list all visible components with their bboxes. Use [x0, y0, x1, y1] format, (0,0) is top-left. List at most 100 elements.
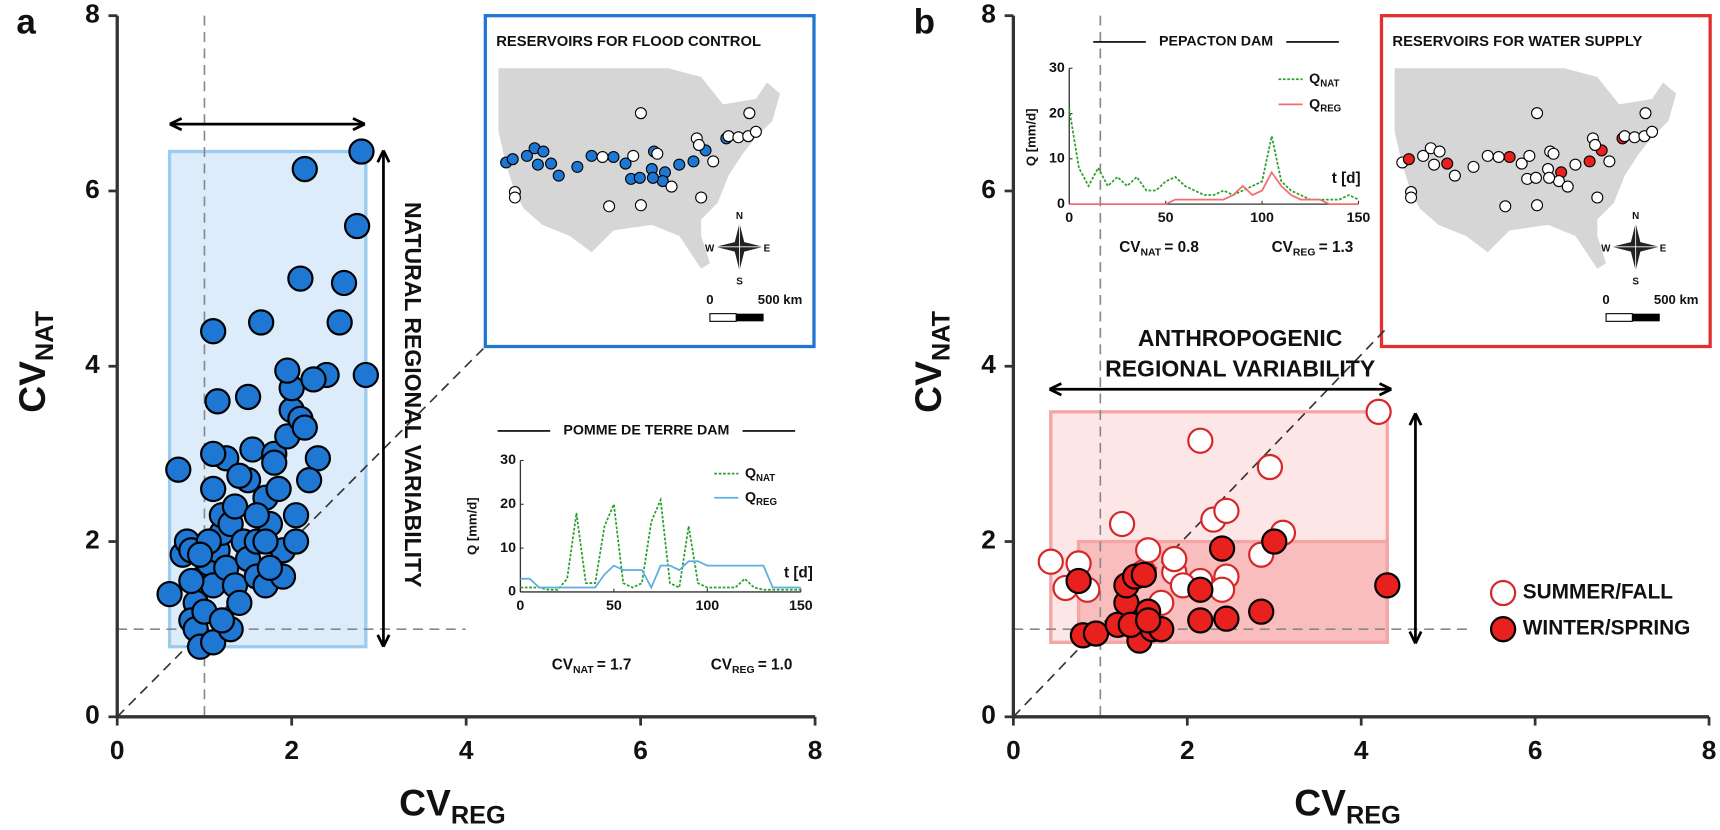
- annotation-suffix: = 1.3: [1319, 239, 1354, 256]
- point: [243, 502, 270, 529]
- station: [1639, 107, 1652, 120]
- legend-marker: [1489, 616, 1517, 643]
- arrow-head: [1378, 382, 1392, 397]
- point: [1187, 427, 1214, 454]
- station: [552, 169, 565, 182]
- annotation-suffix: = 1.7: [597, 656, 632, 673]
- legend-label-main: Q: [745, 465, 756, 481]
- station: [1547, 147, 1560, 160]
- annotation: NATURAL REGIONAL VARIABILITY: [400, 202, 426, 587]
- point: [1213, 605, 1240, 632]
- station: [1515, 157, 1528, 170]
- point: [1135, 537, 1162, 564]
- x-tick-label: 150: [1347, 210, 1371, 226]
- arrow-head: [352, 117, 366, 132]
- series-line: [1068, 108, 1359, 201]
- legend-label: QNAT: [1309, 71, 1339, 89]
- station: [749, 125, 762, 138]
- station: [1603, 155, 1616, 168]
- arrow-head: [1408, 412, 1423, 426]
- station: [571, 160, 584, 173]
- y-tick-label: 30: [500, 452, 516, 468]
- series-line: [520, 496, 801, 591]
- legend-label-subscript: NAT: [1320, 78, 1339, 89]
- point: [291, 414, 318, 441]
- compass-label: N: [1632, 211, 1639, 222]
- station: [619, 157, 632, 170]
- y-tick-label: 0: [85, 700, 100, 730]
- legend-label-main: Q: [745, 489, 756, 505]
- station: [1543, 171, 1556, 184]
- y-tick-label: 30: [1049, 60, 1065, 76]
- legend-label-main: Q: [1309, 96, 1320, 112]
- point: [200, 318, 227, 345]
- point: [1248, 598, 1275, 625]
- point: [1256, 453, 1284, 481]
- point: [1161, 545, 1188, 573]
- point: [304, 445, 332, 472]
- station: [1583, 155, 1596, 168]
- x-tick-label: 2: [284, 735, 299, 765]
- point: [282, 528, 310, 555]
- x-tick-label: 8: [1702, 735, 1717, 765]
- point: [348, 138, 375, 165]
- station: [1529, 171, 1542, 184]
- compass-label: W: [1601, 244, 1611, 255]
- point: [1187, 576, 1214, 603]
- x-tick-label: 2: [1180, 735, 1195, 765]
- y-tick-label: 8: [85, 0, 100, 29]
- x-tick-label: 8: [808, 735, 823, 765]
- y-axis-label-subscript: NAT: [927, 310, 955, 361]
- annotation: CVNAT = 1.7: [552, 656, 632, 675]
- station: [1402, 153, 1415, 166]
- legend-label-subscript: REG: [1320, 103, 1341, 114]
- point: [330, 269, 358, 297]
- station: [1503, 150, 1516, 164]
- point: [343, 212, 371, 240]
- station: [1628, 131, 1641, 144]
- legend-label-subscript: NAT: [756, 472, 775, 483]
- y-axis-label-main: CV: [11, 361, 53, 413]
- annotation-suffix: = 1.0: [758, 656, 793, 673]
- legend-label-main: Q: [1309, 71, 1320, 87]
- point: [1082, 620, 1110, 647]
- station: [1499, 200, 1512, 213]
- map-inset: [483, 14, 816, 349]
- compass-label: W: [705, 244, 715, 255]
- station: [596, 150, 609, 164]
- annotation-subscript: NAT: [1141, 247, 1162, 258]
- point: [1130, 561, 1157, 588]
- station: [537, 145, 550, 158]
- legend-label: QREG: [745, 489, 777, 507]
- station: [633, 171, 646, 184]
- point: [226, 462, 253, 489]
- annotation: CVREG = 1.0: [711, 656, 793, 675]
- map-title: RESERVOIRS FOR WATER SUPPLY: [1392, 34, 1642, 50]
- point: [261, 449, 288, 476]
- point: [1261, 528, 1288, 555]
- x-tick-label: 50: [606, 598, 622, 614]
- y-tick-label: 20: [500, 496, 516, 512]
- point: [156, 580, 183, 608]
- point: [352, 361, 379, 389]
- inset-title: PEPACTON DAM: [1159, 34, 1273, 50]
- annotation-main: CV: [1272, 239, 1294, 256]
- station: [1618, 130, 1631, 143]
- point: [200, 475, 227, 503]
- point: [178, 567, 205, 595]
- station: [1481, 149, 1494, 162]
- station: [531, 158, 544, 171]
- compass-label: S: [1632, 277, 1639, 288]
- station: [1441, 157, 1454, 170]
- station: [722, 130, 735, 143]
- station: [1492, 150, 1505, 164]
- legend-label: QNAT: [745, 465, 775, 483]
- point: [200, 440, 227, 468]
- point: [221, 493, 249, 520]
- station: [634, 199, 647, 212]
- point: [282, 502, 310, 529]
- point: [1213, 497, 1240, 525]
- panel-label: b: [914, 3, 935, 42]
